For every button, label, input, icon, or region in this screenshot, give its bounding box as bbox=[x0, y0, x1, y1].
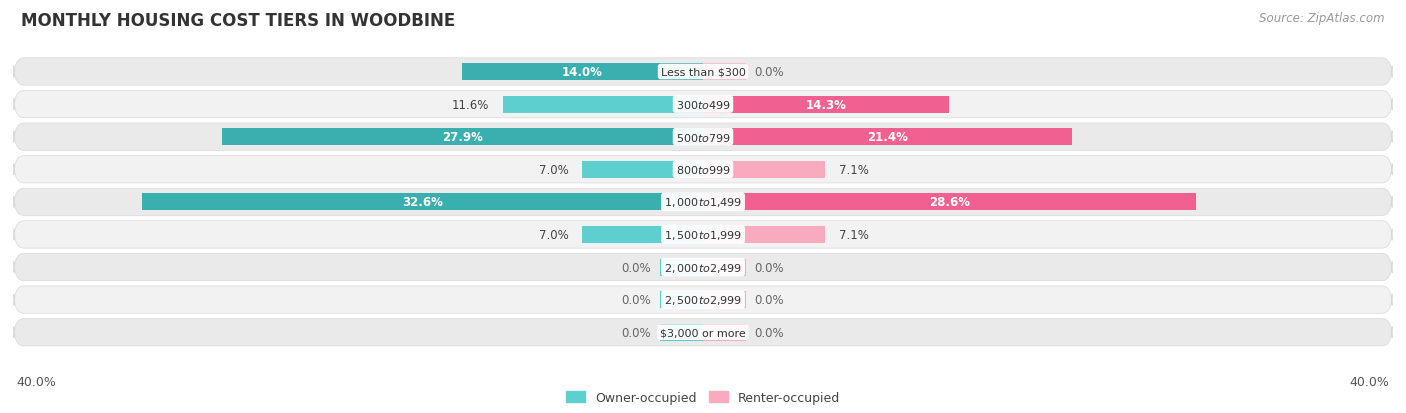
Text: 21.4%: 21.4% bbox=[868, 131, 908, 144]
Bar bbox=[582, 226, 703, 243]
Bar bbox=[582, 161, 703, 178]
Bar bbox=[222, 129, 703, 146]
Text: 7.1%: 7.1% bbox=[839, 228, 869, 241]
Text: Less than $300: Less than $300 bbox=[661, 67, 745, 77]
FancyBboxPatch shape bbox=[14, 156, 1392, 183]
Bar bbox=[703, 64, 747, 81]
Text: 0.0%: 0.0% bbox=[755, 293, 785, 306]
FancyBboxPatch shape bbox=[14, 319, 1392, 346]
Text: $500 to $799: $500 to $799 bbox=[675, 131, 731, 143]
Text: $2,500 to $2,999: $2,500 to $2,999 bbox=[664, 293, 742, 306]
FancyBboxPatch shape bbox=[14, 254, 1392, 281]
Text: $2,000 to $2,499: $2,000 to $2,499 bbox=[664, 261, 742, 274]
Bar bbox=[659, 292, 703, 309]
FancyBboxPatch shape bbox=[14, 189, 1392, 216]
Bar bbox=[503, 96, 703, 113]
Text: 28.6%: 28.6% bbox=[929, 196, 970, 209]
Text: $1,000 to $1,499: $1,000 to $1,499 bbox=[664, 196, 742, 209]
Bar bbox=[703, 226, 825, 243]
Text: 11.6%: 11.6% bbox=[453, 98, 489, 112]
FancyBboxPatch shape bbox=[14, 91, 1392, 119]
Text: Source: ZipAtlas.com: Source: ZipAtlas.com bbox=[1260, 12, 1385, 25]
Bar bbox=[703, 292, 747, 309]
Text: $300 to $499: $300 to $499 bbox=[675, 99, 731, 111]
FancyBboxPatch shape bbox=[14, 221, 1392, 249]
Bar bbox=[703, 324, 747, 341]
FancyBboxPatch shape bbox=[14, 286, 1392, 313]
Bar bbox=[703, 161, 825, 178]
Bar bbox=[703, 96, 949, 113]
Text: 7.0%: 7.0% bbox=[538, 164, 568, 176]
Bar bbox=[703, 259, 747, 276]
Text: $800 to $999: $800 to $999 bbox=[675, 164, 731, 176]
Text: 0.0%: 0.0% bbox=[755, 66, 785, 79]
Text: 0.0%: 0.0% bbox=[621, 326, 651, 339]
Bar bbox=[703, 194, 1195, 211]
Text: 0.0%: 0.0% bbox=[621, 293, 651, 306]
Text: 7.0%: 7.0% bbox=[538, 228, 568, 241]
Text: 40.0%: 40.0% bbox=[17, 375, 56, 388]
Bar bbox=[703, 129, 1071, 146]
Text: 27.9%: 27.9% bbox=[443, 131, 484, 144]
Text: 7.1%: 7.1% bbox=[839, 164, 869, 176]
Bar bbox=[659, 259, 703, 276]
FancyBboxPatch shape bbox=[14, 59, 1392, 86]
Text: $3,000 or more: $3,000 or more bbox=[661, 328, 745, 337]
Text: 0.0%: 0.0% bbox=[755, 326, 785, 339]
Bar bbox=[659, 324, 703, 341]
Text: 14.3%: 14.3% bbox=[806, 98, 846, 112]
Text: MONTHLY HOUSING COST TIERS IN WOODBINE: MONTHLY HOUSING COST TIERS IN WOODBINE bbox=[21, 12, 456, 30]
FancyBboxPatch shape bbox=[14, 123, 1392, 151]
Text: $1,500 to $1,999: $1,500 to $1,999 bbox=[664, 228, 742, 241]
Bar bbox=[142, 194, 703, 211]
Text: 0.0%: 0.0% bbox=[755, 261, 785, 274]
Text: 0.0%: 0.0% bbox=[621, 261, 651, 274]
Text: 32.6%: 32.6% bbox=[402, 196, 443, 209]
Bar bbox=[461, 64, 703, 81]
Legend: Owner-occupied, Renter-occupied: Owner-occupied, Renter-occupied bbox=[567, 391, 839, 404]
Text: 40.0%: 40.0% bbox=[1350, 375, 1389, 388]
Text: 14.0%: 14.0% bbox=[562, 66, 603, 79]
